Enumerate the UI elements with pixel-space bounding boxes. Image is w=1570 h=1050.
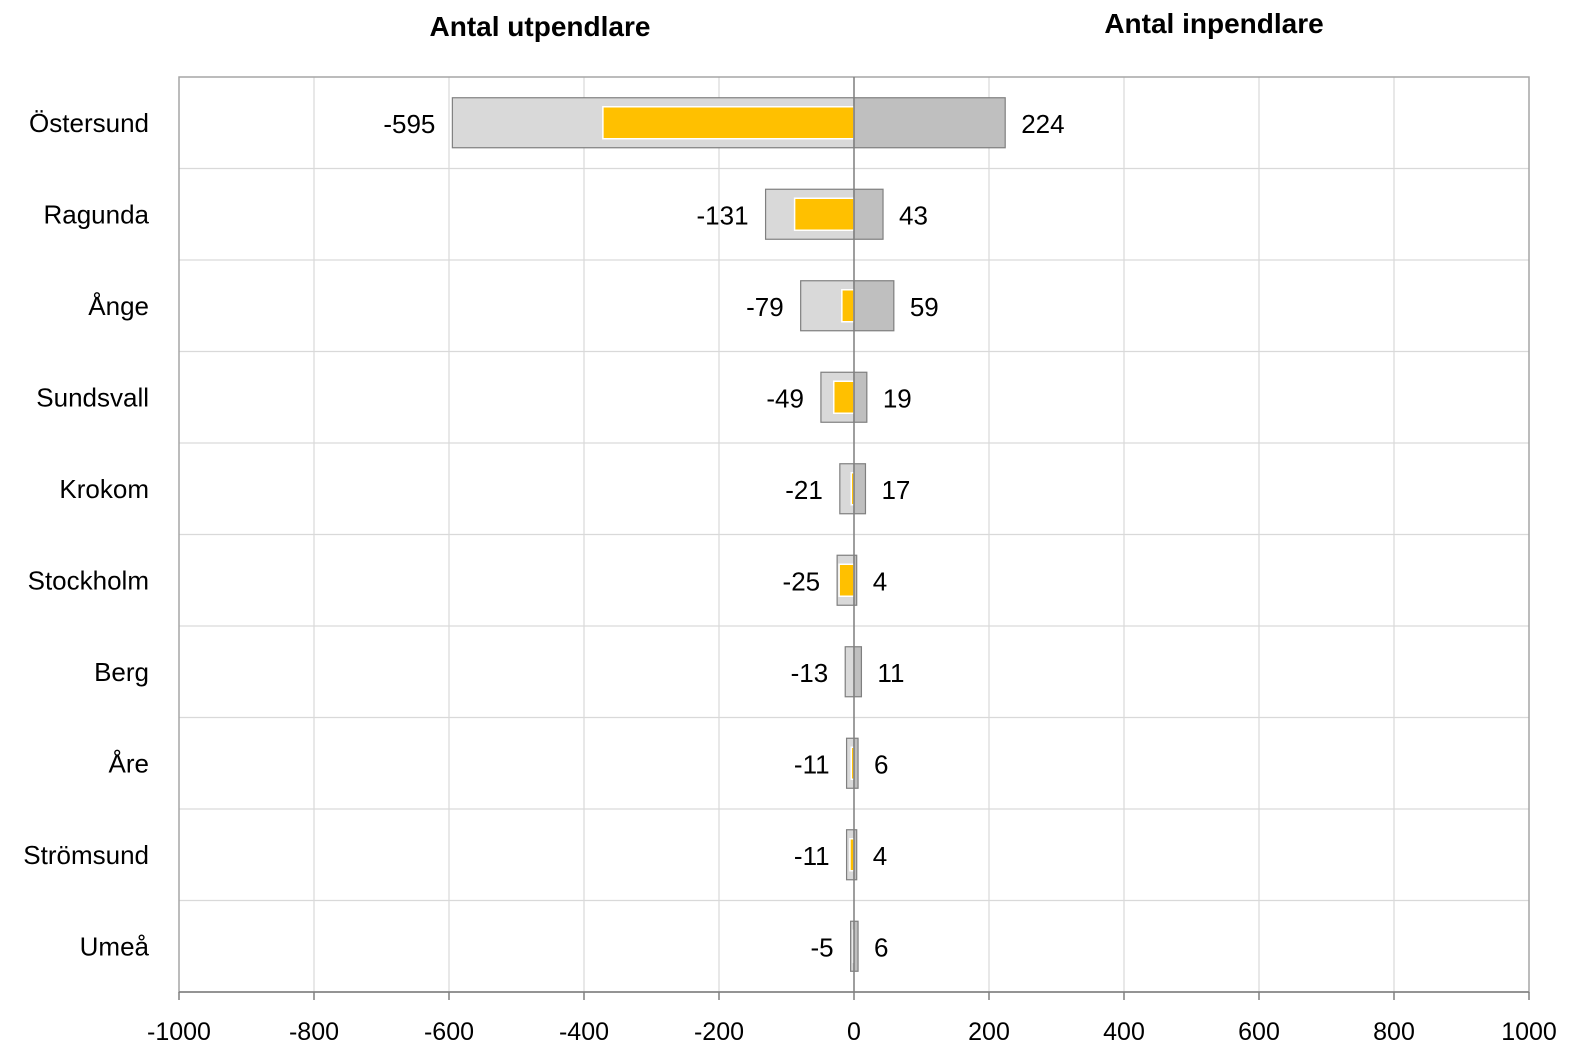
x-tick-label-800: 800 [1373,1018,1415,1046]
label-outbound-sundsvall: -49 [766,383,804,413]
label-inbound-stromsund: 4 [873,841,887,871]
label-inbound-stockholm: 4 [873,566,887,596]
header-inbound: Antal inpendlare [1104,8,1323,39]
category-label-sundsvall: Sundsvall [36,382,149,412]
data-labels: -595 224 -131 43 -79 59 -49 19 -21 17 -25 4 -13 11 -11… [383,109,1064,963]
label-inbound-berg: 11 [877,658,904,688]
x-tick-label-1000: 1000 [1501,1018,1557,1046]
bar-inner-sundsvall [833,380,855,414]
x-tick-label--600: -600 [424,1018,474,1046]
label-inbound-sundsvall: 19 [883,383,912,413]
label-inbound-umea: 6 [874,932,888,962]
label-outbound-are: -11 [794,749,830,779]
label-inbound-ostersund: 224 [1021,109,1064,139]
x-tick-label--400: -400 [559,1018,609,1046]
bar-inbound-berg [853,646,863,698]
bar-inbound-sundsvall [853,371,868,423]
x-tick-label-600: 600 [1238,1018,1280,1046]
label-inbound-ragunda: 43 [899,200,928,230]
label-outbound-ostersund: -595 [383,109,435,139]
bar-inner-ostersund [602,106,855,140]
bar-inner-ragunda [793,197,855,231]
category-label-are: Åre [109,748,149,778]
category-label-berg: Berg [94,657,149,687]
x-tick-label-400: 400 [1103,1018,1145,1046]
bar-inner-stockholm [838,563,855,597]
category-labels: Östersund Ragunda Ånge Sundsvall Krokom Stock… [23,108,149,962]
x-tick-label-0: 0 [847,1018,861,1046]
bar-outbound-berg [844,646,855,698]
x-axis: -1000 -800 -600 -400 -200 0 200 400 600 800 1000 [147,991,1557,1046]
label-inbound-ange: 59 [910,292,939,322]
category-label-stromsund: Strömsund [23,840,149,870]
category-label-ostersund: Östersund [29,108,149,138]
label-inbound-krokom: 17 [881,475,910,505]
header-outbound: Antal utpendlare [430,11,651,42]
label-outbound-ange: -79 [746,292,784,322]
x-tick-label-200: 200 [968,1018,1010,1046]
label-outbound-stromsund: -11 [794,841,830,871]
bar-inbound-krokom [853,463,867,515]
label-outbound-berg: -13 [791,658,829,688]
category-label-ragunda: Ragunda [43,199,149,229]
label-outbound-stockholm: -25 [783,566,821,596]
x-tick-label--200: -200 [694,1018,744,1046]
x-tick-label--1000: -1000 [147,1018,211,1046]
category-label-krokom: Krokom [59,474,149,504]
bar-inbound-ostersund [853,97,1006,149]
category-label-umea: Umeå [80,931,150,961]
bar-inner-ange [841,289,855,323]
label-outbound-umea: -5 [811,932,834,962]
label-inbound-are: 6 [874,749,888,779]
category-label-stockholm: Stockholm [28,565,149,595]
bar-inbound-ragunda [853,188,884,240]
x-tick-label--800: -800 [289,1018,339,1046]
bar-inbound-ange [853,280,895,332]
label-outbound-ragunda: -131 [697,200,749,230]
label-outbound-krokom: -21 [785,475,823,505]
category-label-ange: Ånge [88,291,149,321]
